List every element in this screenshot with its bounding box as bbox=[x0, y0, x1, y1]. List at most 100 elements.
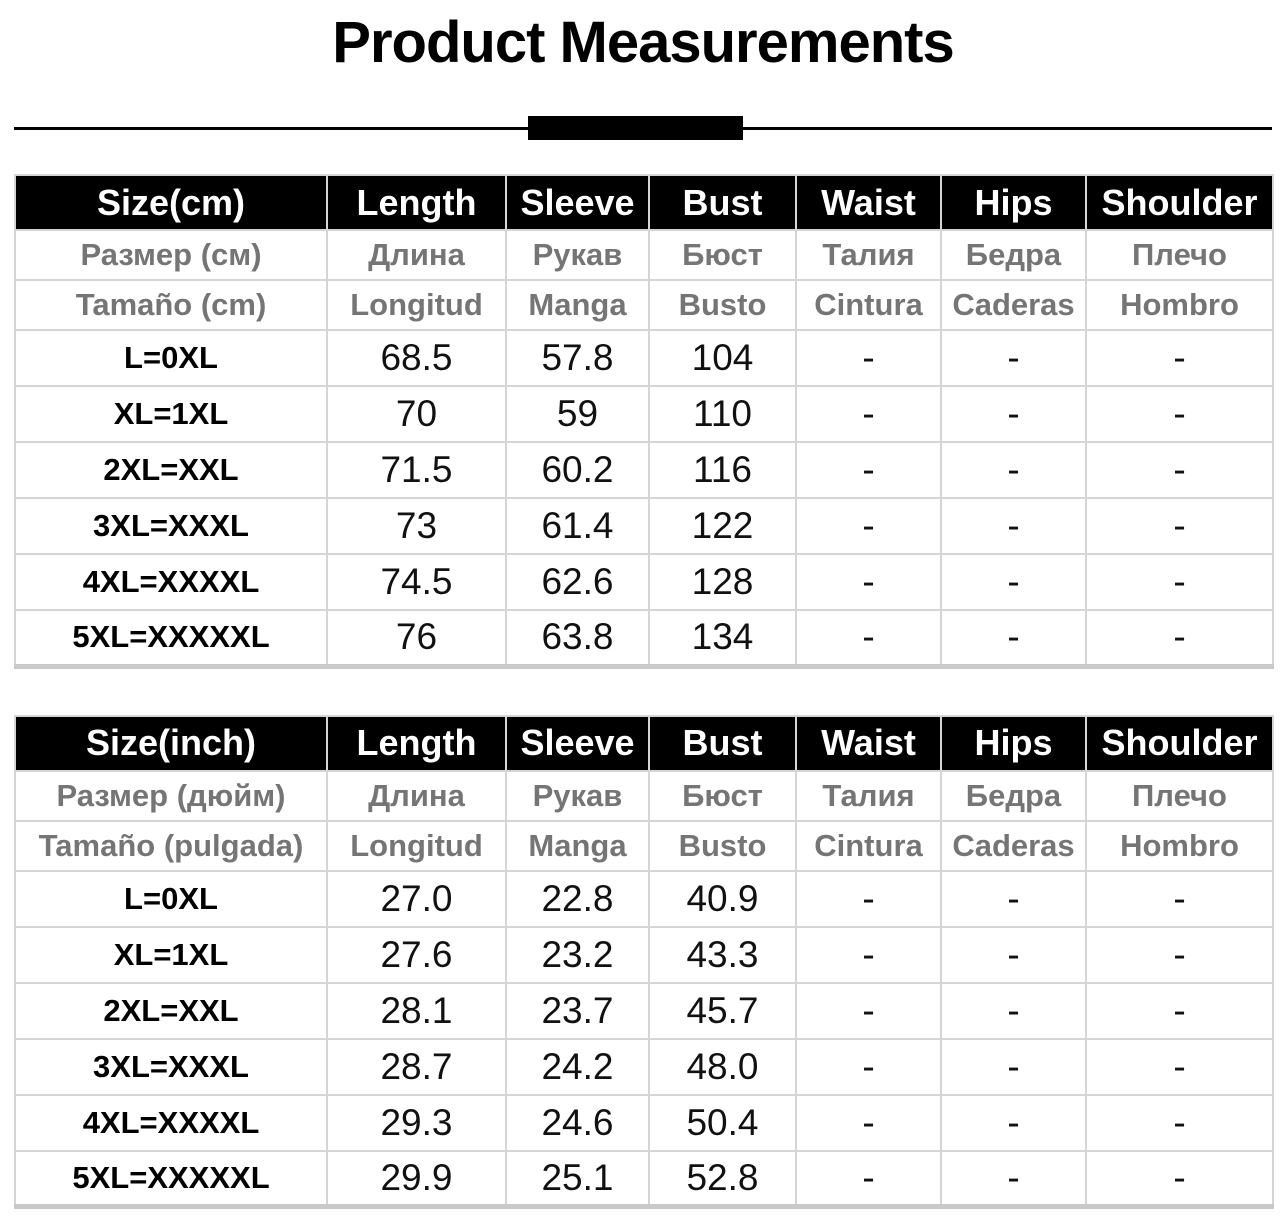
header-ru-cell: Бедра bbox=[940, 229, 1087, 281]
title-divider bbox=[0, 116, 1286, 140]
table-row: 5XL=XXXXXL 29.9 25.1 52.8- - - bbox=[14, 1149, 1274, 1208]
value-cell: - bbox=[1085, 329, 1274, 387]
value-cell: 23.2 bbox=[505, 925, 650, 984]
size-label-cell: 4XL=XXXXL bbox=[14, 553, 328, 611]
value-cell: 23.7 bbox=[505, 981, 650, 1040]
value-cell: - bbox=[795, 441, 942, 499]
value-cell: 134 bbox=[648, 609, 797, 667]
value-cell: 25.1 bbox=[505, 1149, 650, 1208]
value-cell: - bbox=[1085, 609, 1274, 667]
value-cell: - bbox=[940, 553, 1087, 611]
header-es-cell: Manga bbox=[505, 819, 650, 872]
header-es-cell: Caderas bbox=[940, 819, 1087, 872]
header-ru-cell: Бедра bbox=[940, 769, 1087, 822]
header-es-cell: Longitud bbox=[326, 819, 507, 872]
size-label-cell: L=0XL bbox=[14, 869, 328, 928]
value-cell: 40.9 bbox=[648, 869, 797, 928]
page-title: Product Measurements bbox=[332, 10, 954, 75]
value-cell: 71.5 bbox=[326, 441, 507, 499]
size-label-cell: 5XL=XXXXXL bbox=[14, 609, 328, 667]
header-ru-cell: Размер (см) bbox=[14, 229, 328, 281]
value-cell: 70 bbox=[326, 385, 507, 443]
value-cell: - bbox=[940, 609, 1087, 667]
table-row: Размер (см) Длина Рукав Бюст Талия Бедра Плечо bbox=[14, 229, 1274, 281]
value-cell: - bbox=[940, 385, 1087, 443]
value-cell: 57.8 bbox=[505, 329, 650, 387]
value-cell: - bbox=[1085, 1093, 1274, 1152]
size-label-cell: 2XL=XXL bbox=[14, 441, 328, 499]
value-cell: 48.0 bbox=[648, 1037, 797, 1096]
value-cell: 29.3 bbox=[326, 1093, 507, 1152]
header-cell: Shoulder bbox=[1085, 174, 1274, 231]
header-ru-cell: Плечо bbox=[1085, 769, 1274, 822]
value-cell: - bbox=[1085, 981, 1274, 1040]
header-es-cell: Manga bbox=[505, 279, 650, 331]
value-cell: - bbox=[940, 1093, 1087, 1152]
header-ru-cell: Рукав bbox=[505, 769, 650, 822]
size-label-cell: 5XL=XXXXXL bbox=[14, 1149, 328, 1208]
value-cell: 27.0 bbox=[326, 869, 507, 928]
table-row: L=0XL 27.0 22.8 40.9- - - bbox=[14, 869, 1274, 928]
table-row: L=0XL 68.5 57.8 104- - - bbox=[14, 329, 1274, 387]
value-cell: - bbox=[1085, 925, 1274, 984]
measurements-table-cm: Size(cm) Length Sleeve Bust Waist Hips Shoulde… bbox=[14, 174, 1274, 669]
value-cell: - bbox=[795, 1149, 942, 1208]
header-es-cell: Busto bbox=[648, 279, 797, 331]
table-row: XL=1XL 27.6 23.2 43.3- - - bbox=[14, 925, 1274, 984]
header-cell: Waist bbox=[795, 714, 942, 772]
value-cell: 29.9 bbox=[326, 1149, 507, 1208]
header-cell: Bust bbox=[648, 174, 797, 231]
header-cell: Length bbox=[326, 174, 507, 231]
value-cell: 62.6 bbox=[505, 553, 650, 611]
value-cell: - bbox=[795, 329, 942, 387]
header-ru-cell: Бюст bbox=[648, 769, 797, 822]
header-ru-cell: Бюст bbox=[648, 229, 797, 281]
header-es-cell: Tamaño (pulgada) bbox=[14, 819, 328, 872]
table-row: 4XL=XXXXL 29.3 24.6 50.4- - - bbox=[14, 1093, 1274, 1152]
header-size-cm: Size(cm) bbox=[14, 174, 328, 231]
size-label-cell: L=0XL bbox=[14, 329, 328, 387]
header-cell: Waist bbox=[795, 174, 942, 231]
header-cell: Hips bbox=[940, 174, 1087, 231]
header-ru-cell: Длина bbox=[326, 769, 507, 822]
table-row: Size(cm) Length Sleeve Bust Waist Hips Shoulde… bbox=[14, 174, 1274, 231]
header-cell: Sleeve bbox=[505, 174, 650, 231]
value-cell: 43.3 bbox=[648, 925, 797, 984]
value-cell: 28.1 bbox=[326, 981, 507, 1040]
header-es-cell: Longitud bbox=[326, 279, 507, 331]
value-cell: - bbox=[795, 1093, 942, 1152]
value-cell: - bbox=[940, 1149, 1087, 1208]
value-cell: 28.7 bbox=[326, 1037, 507, 1096]
table-row: 4XL=XXXXL 74.5 62.6 128- - - bbox=[14, 553, 1274, 611]
value-cell: 122 bbox=[648, 497, 797, 555]
table-row: Размер (дюйм) Длина Рукав Бюст Талия Бедра Пле… bbox=[14, 769, 1274, 822]
value-cell: - bbox=[795, 553, 942, 611]
value-cell: 52.8 bbox=[648, 1149, 797, 1208]
header-es-cell: Caderas bbox=[940, 279, 1087, 331]
size-label-cell: XL=1XL bbox=[14, 385, 328, 443]
value-cell: - bbox=[795, 925, 942, 984]
value-cell: 61.4 bbox=[505, 497, 650, 555]
header-cell: Hips bbox=[940, 714, 1087, 772]
value-cell: - bbox=[795, 385, 942, 443]
header-cell: Length bbox=[326, 714, 507, 772]
value-cell: 60.2 bbox=[505, 441, 650, 499]
size-label-cell: 4XL=XXXXL bbox=[14, 1093, 328, 1152]
value-cell: 116 bbox=[648, 441, 797, 499]
value-cell: - bbox=[795, 497, 942, 555]
header-ru-cell: Талия bbox=[795, 769, 942, 822]
value-cell: 50.4 bbox=[648, 1093, 797, 1152]
header-cell: Shoulder bbox=[1085, 714, 1274, 772]
value-cell: - bbox=[1085, 869, 1274, 928]
table-row: Tamaño (cm) Longitud Manga Busto Cintura Cade… bbox=[14, 279, 1274, 331]
table-row: 3XL=XXXL 73 61.4 122- - - bbox=[14, 497, 1274, 555]
value-cell: - bbox=[795, 609, 942, 667]
header-es-cell: Cintura bbox=[795, 819, 942, 872]
header-es-cell: Hombro bbox=[1085, 819, 1274, 872]
value-cell: 110 bbox=[648, 385, 797, 443]
value-cell: 63.8 bbox=[505, 609, 650, 667]
value-cell: - bbox=[795, 869, 942, 928]
value-cell: - bbox=[1085, 1149, 1274, 1208]
value-cell: 68.5 bbox=[326, 329, 507, 387]
header-size-inch: Size(inch) bbox=[14, 714, 328, 772]
